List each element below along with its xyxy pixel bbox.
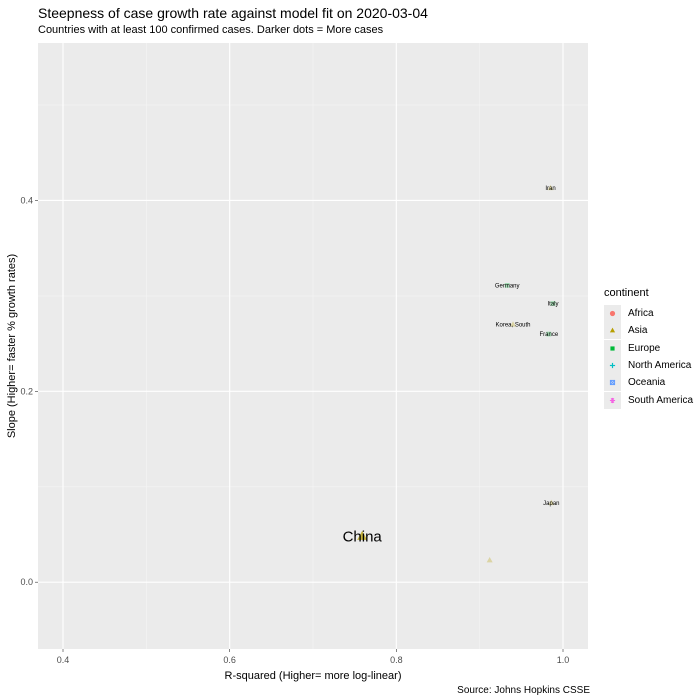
- legend-symbol: [610, 346, 615, 351]
- legend-symbol: [609, 380, 616, 386]
- legend-symbol: [609, 362, 616, 369]
- data-point: [486, 556, 493, 563]
- data-point: [510, 321, 516, 327]
- source-caption: Source: Johns Hopkins CSSE: [457, 685, 590, 696]
- point-label: China: [343, 529, 383, 546]
- legend-key-square-icon: [604, 339, 621, 357]
- y-tick-label: 0.2: [20, 386, 33, 396]
- legend-label: Africa: [628, 308, 654, 320]
- x-tick-label: 1.0: [557, 655, 570, 665]
- legend-key-asterisk-icon: [604, 391, 621, 409]
- data-point: [548, 499, 555, 506]
- legend-label: Oceania: [628, 377, 666, 389]
- point-label: Korea, South: [495, 323, 530, 329]
- point-label: Italy: [547, 302, 558, 308]
- chart-title: Steepness of case growth rate against mo…: [38, 5, 428, 21]
- legend-key-circle-icon: [604, 305, 621, 323]
- legend-symbol: [609, 397, 616, 403]
- data-point: [547, 184, 554, 191]
- point-label: Japan: [543, 501, 559, 507]
- legend-symbol: [609, 311, 616, 317]
- point-labels: Iran Germany Italy Korea, South France Japan C…: [343, 186, 560, 545]
- y-tick-label: 0.4: [20, 195, 33, 205]
- legend-symbol: [609, 328, 616, 333]
- legend-item: Europe: [604, 339, 693, 357]
- data-point: [550, 301, 556, 306]
- y-axis-label: Slope (Higher= faster % growth rates): [6, 254, 18, 438]
- data-points: [357, 184, 556, 563]
- legend-item: Asia: [604, 322, 693, 340]
- point-label: Iran: [545, 186, 555, 192]
- legend-items: Africa Asia Europe North America Oceania Sout…: [604, 305, 693, 409]
- legend-item: Oceania: [604, 374, 693, 392]
- point-label: France: [539, 332, 558, 338]
- grid-lines: [38, 43, 588, 649]
- point-label: Germany: [495, 284, 520, 290]
- legend-key-triangle-icon: [604, 322, 621, 340]
- legend-item: Africa: [604, 305, 693, 323]
- legend-item: South America: [604, 391, 694, 409]
- legend-key-plus-icon: [604, 357, 621, 375]
- legend-title: continent: [604, 287, 649, 299]
- data-point: [357, 530, 368, 540]
- legend-label: Europe: [628, 342, 661, 354]
- legend-label: South America: [628, 394, 694, 406]
- data-point: [504, 283, 510, 288]
- x-tick-label: 0.8: [390, 655, 403, 665]
- legend-key-boxcross-icon: [604, 374, 621, 392]
- legend-label: North America: [628, 360, 692, 372]
- y-tick-label: 0.0: [20, 577, 33, 587]
- x-tick-label: 0.6: [223, 655, 236, 665]
- x-axis-label: R-squared (Higher= more log-linear): [225, 670, 402, 682]
- chart-subtitle: Countries with at least 100 confirmed ca…: [38, 24, 384, 36]
- legend-label: Asia: [628, 325, 648, 337]
- legend-item: North America: [604, 357, 693, 375]
- axis-ticks: 0.4 0.6 0.8 1.0 0.0 0.2 0.4: [20, 195, 569, 665]
- legend: continent Africa Asia Europe North America O…: [604, 287, 693, 409]
- x-tick-label: 0.4: [57, 655, 70, 665]
- data-point: [546, 331, 552, 337]
